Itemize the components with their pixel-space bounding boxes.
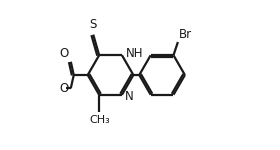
- Text: O: O: [59, 82, 69, 95]
- Text: CH₃: CH₃: [90, 115, 110, 125]
- Text: N: N: [125, 90, 134, 103]
- Text: O: O: [59, 47, 69, 60]
- Text: S: S: [90, 18, 97, 31]
- Text: NH: NH: [126, 47, 143, 60]
- Text: Br: Br: [179, 28, 192, 41]
